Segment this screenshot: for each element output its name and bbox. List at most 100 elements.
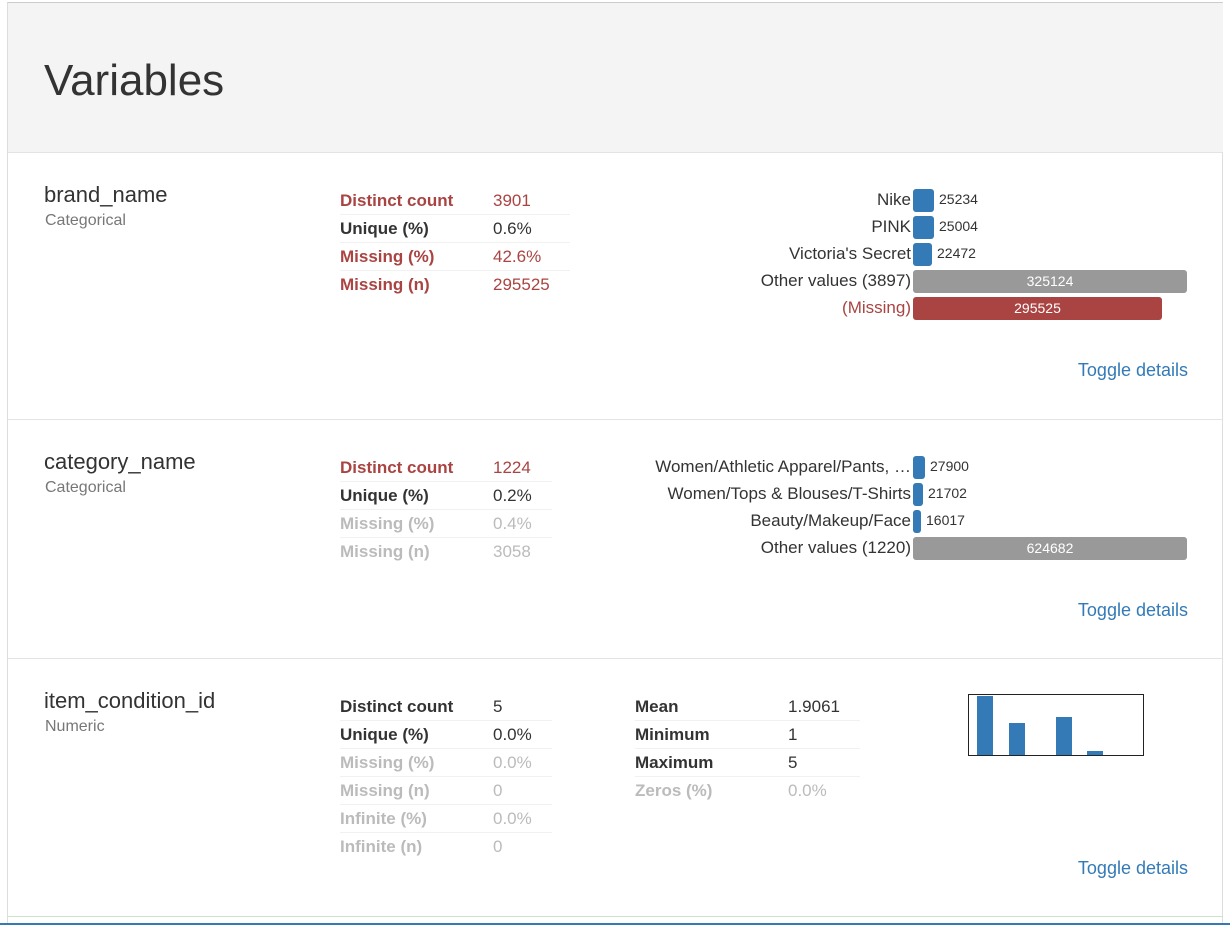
toggle-details-link[interactable]: Toggle details xyxy=(1077,600,1188,620)
window-bottom-border xyxy=(0,923,1230,925)
variable-name: item_condition_id xyxy=(44,688,216,713)
stat-value: 0.0% xyxy=(493,748,552,777)
stat-row-missing: Missing (%) 0.0% xyxy=(340,748,552,777)
frequency-count: 27900 xyxy=(930,458,969,474)
stat-label: Zeros (%) xyxy=(635,776,788,804)
toggle-details-link[interactable]: Toggle details xyxy=(1077,360,1188,380)
stat-label: Unique (%) xyxy=(340,720,493,749)
stat-label: Missing (n) xyxy=(340,537,493,565)
section-divider xyxy=(8,916,1223,917)
stat-value: 42.6% xyxy=(493,242,570,271)
mini-histogram[interactable] xyxy=(968,694,1144,756)
stat-label: Distinct count xyxy=(340,191,454,210)
frequency-label: Beauty/Makeup/Face xyxy=(750,511,911,530)
variable-name: category_name xyxy=(44,449,196,474)
variable-type: Categorical xyxy=(45,479,126,496)
stat-row-unique: Unique (%) 0.6% xyxy=(340,214,570,243)
stat-row-distinct-count: Distinct count 5 xyxy=(340,693,552,721)
frequency-row: Women/Tops & Blouses/T-Shirts 21702 xyxy=(8,481,1223,508)
frequency-row: Women/Athletic Apparel/Pants, … 27900 xyxy=(8,454,1223,481)
frequency-row: Other values (1220) 624682 xyxy=(8,535,1223,562)
stat-row-distinct-count: Distinct count 1224 xyxy=(340,454,552,482)
frequency-bar xyxy=(913,216,934,239)
frequency-label: Women/Tops & Blouses/T-Shirts xyxy=(667,484,911,503)
frequency-label: Nike xyxy=(876,190,911,209)
stat-value: 0.2% xyxy=(493,481,552,510)
page-header: Variables xyxy=(8,3,1223,153)
stat-label: Missing (%) xyxy=(340,242,493,271)
frequency-count: 325124 xyxy=(1026,273,1074,289)
stat-label: Minimum xyxy=(635,720,788,749)
stat-value: 0 xyxy=(493,776,552,805)
frequency-bar xyxy=(913,189,934,212)
stat-value: 3058 xyxy=(493,537,552,565)
variable-row-item-condition-id: item_condition_id Numeric Distinct count… xyxy=(8,659,1223,917)
stat-value: 5 xyxy=(493,697,503,716)
stat-row-missing-n: Missing (n) 295525 xyxy=(340,270,570,298)
variable-stats-table: Distinct count 5 Unique (%) 0.0% Missing (%)… xyxy=(340,693,552,860)
frequency-count: 25004 xyxy=(939,218,978,234)
frequency-bar xyxy=(913,483,923,506)
frequency-count: 295525 xyxy=(1014,300,1061,316)
frequency-bar: 624682 xyxy=(913,537,1187,560)
stat-row-missing-n: Missing (n) 3058 xyxy=(340,537,552,565)
stat-label: Unique (%) xyxy=(340,214,493,243)
frequency-bar: 295525 xyxy=(913,297,1162,320)
frequency-label: Other values (3897) xyxy=(760,271,911,290)
stat-row-unique: Unique (%) 0.2% xyxy=(340,481,552,510)
frequency-row: Victoria's Secret 22472 xyxy=(8,241,1223,268)
histogram-bar xyxy=(1087,751,1103,755)
stat-label: Infinite (%) xyxy=(340,804,493,833)
histogram-bar xyxy=(1056,717,1072,755)
stat-row-mean: Mean 1.9061 xyxy=(635,693,860,721)
frequency-row: (Missing) 295525 xyxy=(8,295,1223,322)
stat-value: 0 xyxy=(493,832,552,860)
stat-label: Distinct count xyxy=(340,458,454,477)
page-title: Variables xyxy=(44,56,225,105)
frequency-count: 16017 xyxy=(926,512,965,528)
stat-value: 1 xyxy=(788,720,860,749)
stat-label: Missing (%) xyxy=(340,509,493,538)
stat-row-infinite-n: Infinite (n) 0 xyxy=(340,832,552,860)
stat-label: Distinct count xyxy=(340,697,454,716)
frequency-label: PINK xyxy=(871,217,911,236)
stat-value: 295525 xyxy=(493,270,570,298)
variable-type: Categorical xyxy=(45,212,126,229)
frequency-count: 22472 xyxy=(937,245,976,261)
stat-label: Missing (%) xyxy=(340,748,493,777)
stat-row-infinite: Infinite (%) 0.0% xyxy=(340,804,552,833)
frequency-label: Women/Athletic Apparel/Pants, … xyxy=(655,457,911,476)
frequency-row: Nike 25234 xyxy=(8,187,1223,214)
variable-name: brand_name xyxy=(44,182,168,207)
frequency-bar xyxy=(913,243,932,266)
stat-value: 3901 xyxy=(493,191,531,210)
stat-value: 1.9061 xyxy=(788,697,840,716)
frequency-bar xyxy=(913,456,925,479)
histogram-bar xyxy=(977,696,993,755)
variable-row-brand-name: brand_name Categorical Distinct count 390… xyxy=(8,153,1223,420)
variable-stats-table: Distinct count 3901 Unique (%) 0.6% Missing … xyxy=(340,187,570,298)
frequency-bar: 325124 xyxy=(913,270,1187,293)
stat-row-missing-n: Missing (n) 0 xyxy=(340,776,552,805)
mini-histogram-chart xyxy=(977,696,1103,755)
frequency-label: (Missing) xyxy=(842,298,911,317)
frequency-label: Other values (1220) xyxy=(760,538,911,557)
stat-value: 1224 xyxy=(493,458,531,477)
stat-value: 5 xyxy=(788,748,860,777)
stat-value: 0.4% xyxy=(493,509,552,538)
variable-stats-table: Distinct count 1224 Unique (%) 0.2% Missing … xyxy=(340,454,552,565)
stat-label: Unique (%) xyxy=(340,481,493,510)
frequency-row: Other values (3897) 325124 xyxy=(8,268,1223,295)
stat-label: Missing (n) xyxy=(340,776,493,805)
stat-value: 0.0% xyxy=(493,804,552,833)
stat-row-maximum: Maximum 5 xyxy=(635,748,860,777)
frequency-row: PINK 25004 xyxy=(8,214,1223,241)
stat-label: Mean xyxy=(635,697,679,716)
toggle-details-link[interactable]: Toggle details xyxy=(1077,858,1188,878)
page-frame xyxy=(7,2,1223,924)
frequency-count: 624682 xyxy=(1026,540,1074,556)
frequency-bar xyxy=(913,510,921,533)
stat-row-missing: Missing (%) 42.6% xyxy=(340,242,570,271)
stat-value: 0.6% xyxy=(493,214,570,243)
stat-label: Infinite (n) xyxy=(340,832,493,860)
